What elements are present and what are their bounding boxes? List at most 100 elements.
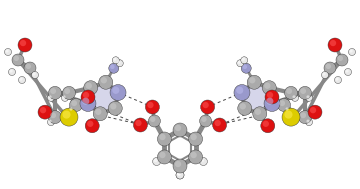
Circle shape <box>213 118 226 132</box>
Circle shape <box>306 120 310 123</box>
Circle shape <box>242 58 245 61</box>
Circle shape <box>80 95 96 112</box>
Circle shape <box>345 68 351 75</box>
Circle shape <box>117 61 120 64</box>
Circle shape <box>49 86 62 99</box>
Circle shape <box>9 69 13 73</box>
Circle shape <box>173 123 187 137</box>
Circle shape <box>306 119 312 126</box>
Circle shape <box>108 101 122 115</box>
Circle shape <box>262 81 276 95</box>
Circle shape <box>324 62 336 74</box>
Circle shape <box>86 83 92 89</box>
Circle shape <box>292 94 298 101</box>
Circle shape <box>267 92 273 98</box>
Circle shape <box>26 64 31 69</box>
Circle shape <box>84 81 98 95</box>
Circle shape <box>238 61 241 64</box>
Circle shape <box>147 102 154 108</box>
Circle shape <box>134 118 147 132</box>
Circle shape <box>157 150 171 164</box>
Circle shape <box>215 120 221 126</box>
Circle shape <box>110 84 126 101</box>
Circle shape <box>176 171 184 179</box>
Polygon shape <box>88 82 118 114</box>
Circle shape <box>237 60 244 67</box>
Circle shape <box>284 86 297 99</box>
Circle shape <box>24 62 36 74</box>
Circle shape <box>177 172 181 176</box>
Circle shape <box>159 152 166 158</box>
Circle shape <box>81 90 95 104</box>
Circle shape <box>323 72 325 76</box>
Circle shape <box>49 111 62 124</box>
Circle shape <box>18 38 32 52</box>
Circle shape <box>110 65 114 69</box>
Circle shape <box>110 103 116 109</box>
Circle shape <box>62 94 68 101</box>
Circle shape <box>173 159 187 173</box>
Circle shape <box>50 112 56 118</box>
Circle shape <box>202 102 209 108</box>
Circle shape <box>255 109 261 115</box>
Circle shape <box>328 38 342 52</box>
Circle shape <box>285 107 289 111</box>
Circle shape <box>234 84 250 101</box>
Circle shape <box>201 117 207 122</box>
Circle shape <box>175 161 181 167</box>
Circle shape <box>69 107 73 111</box>
Circle shape <box>261 119 275 133</box>
Circle shape <box>292 95 296 98</box>
Circle shape <box>306 94 312 101</box>
Circle shape <box>326 64 331 69</box>
Circle shape <box>14 56 19 61</box>
Circle shape <box>348 49 356 56</box>
Circle shape <box>321 71 329 78</box>
Circle shape <box>298 111 311 124</box>
Circle shape <box>32 71 39 78</box>
Circle shape <box>241 63 251 73</box>
Circle shape <box>284 111 293 119</box>
Circle shape <box>338 56 343 61</box>
Circle shape <box>18 77 26 84</box>
Circle shape <box>116 60 123 67</box>
Circle shape <box>300 88 306 94</box>
Circle shape <box>48 119 54 126</box>
Circle shape <box>40 107 46 113</box>
Circle shape <box>190 134 197 140</box>
Circle shape <box>334 77 342 84</box>
Circle shape <box>249 77 255 83</box>
Circle shape <box>189 132 203 146</box>
Circle shape <box>282 108 300 126</box>
Circle shape <box>50 88 56 94</box>
Circle shape <box>38 105 52 119</box>
Circle shape <box>199 157 207 166</box>
Circle shape <box>150 117 156 122</box>
Circle shape <box>9 68 15 75</box>
Circle shape <box>20 40 26 46</box>
Circle shape <box>240 103 246 109</box>
Circle shape <box>238 101 252 115</box>
Circle shape <box>49 95 51 98</box>
Circle shape <box>330 40 336 46</box>
Circle shape <box>109 63 119 73</box>
Circle shape <box>85 119 99 133</box>
Circle shape <box>63 86 76 99</box>
Circle shape <box>19 77 23 81</box>
Circle shape <box>350 50 352 53</box>
Polygon shape <box>242 82 272 114</box>
Circle shape <box>263 121 269 127</box>
Circle shape <box>284 106 292 114</box>
Circle shape <box>95 109 102 115</box>
Circle shape <box>279 100 285 106</box>
Circle shape <box>48 94 54 101</box>
Circle shape <box>157 132 171 146</box>
Circle shape <box>112 57 119 64</box>
Circle shape <box>99 75 113 89</box>
Circle shape <box>176 171 184 179</box>
Circle shape <box>265 90 279 104</box>
Circle shape <box>336 77 339 81</box>
Circle shape <box>177 172 181 176</box>
Circle shape <box>113 58 116 61</box>
Circle shape <box>236 87 243 94</box>
